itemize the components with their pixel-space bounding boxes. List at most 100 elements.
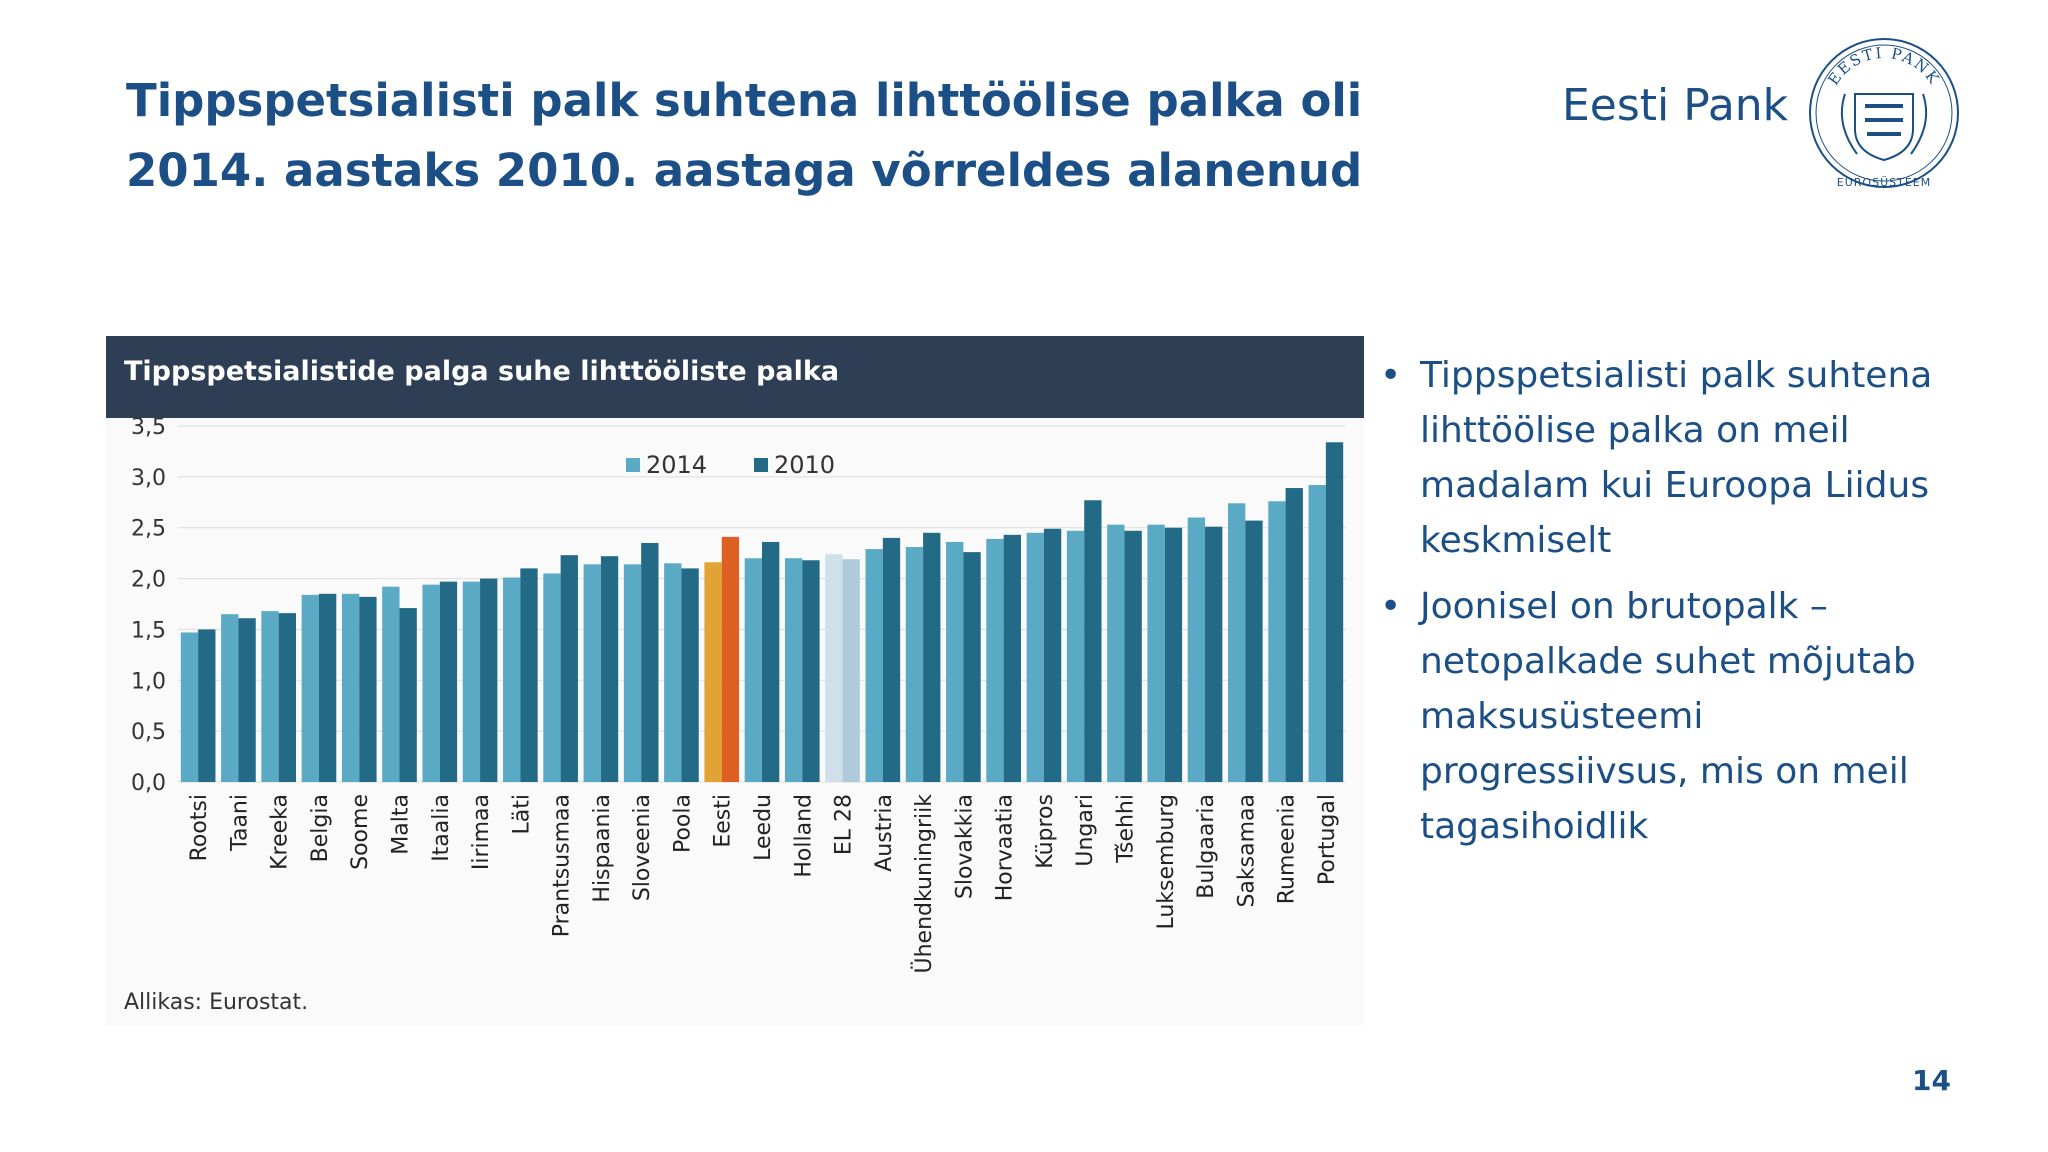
chart-header: Tippspetsialistide palga suhe lihttöölis…: [106, 336, 1364, 418]
bar-2014: [905, 547, 924, 782]
bar-2014: [744, 558, 762, 782]
bar-2010: [359, 596, 377, 782]
page-number: 14: [1912, 1064, 1951, 1097]
bar-2014: [623, 564, 642, 782]
x-category-label: Ungari: [1073, 794, 1098, 867]
bar-2014: [341, 593, 360, 782]
y-tick-label: 3,0: [131, 466, 166, 491]
y-tick-label: 0,5: [131, 720, 166, 745]
bar-2010: [439, 581, 458, 782]
bar-2010: [520, 568, 538, 782]
bar-2014: [583, 564, 601, 782]
bar-2010: [681, 568, 699, 782]
bar-2014: [784, 558, 803, 782]
x-category-label: Saksamaa: [1234, 794, 1259, 908]
x-category-label: Prantsusmaa: [550, 794, 575, 937]
x-category-label: Iirimaa: [469, 794, 494, 870]
x-category-label: Austria: [872, 794, 897, 872]
bar-2014: [1107, 524, 1125, 782]
bar-2010: [399, 608, 417, 782]
chart-panel: Tippspetsialistide palga suhe lihttöölis…: [106, 336, 1364, 1026]
x-category-label: Portugal: [1315, 794, 1340, 885]
x-category-label: Bulgaaria: [1194, 794, 1219, 899]
y-tick-label: 0,0: [131, 771, 166, 796]
bar-2014: [1147, 524, 1165, 782]
bar-2014: [704, 562, 722, 782]
bar-2014: [180, 632, 199, 782]
bar-2014: [543, 573, 561, 782]
bar-2010: [480, 578, 498, 782]
seal-top-text: EESTI PANK: [1824, 44, 1942, 89]
chart-title: Tippspetsialistide palga suhe lihttöölis…: [124, 356, 840, 387]
slide-title-line-1: Tippspetsialisti palk suhtena lihttöölis…: [126, 74, 1363, 127]
bar-2014: [503, 577, 521, 782]
bar-2014: [664, 563, 682, 782]
bar-2010: [318, 593, 337, 782]
bar-2014: [946, 541, 964, 782]
x-category-label: Soome: [348, 794, 373, 870]
x-category-label: Kreeka: [268, 794, 293, 870]
brand-name: Eesti Pank: [1562, 80, 1789, 131]
bar-2010: [1043, 528, 1062, 782]
x-category-label: Horvaatia: [993, 794, 1018, 901]
x-category-label: Holland: [791, 794, 816, 878]
y-tick-label: 1,5: [131, 618, 166, 643]
bar-2010: [1124, 530, 1142, 782]
bar-2010: [1205, 526, 1223, 782]
bullet-item: • Tippspetsialisti palk suhtena lihttööl…: [1380, 348, 1940, 568]
x-category-label: Eesti: [711, 794, 736, 848]
bullet-dot-icon: •: [1380, 355, 1402, 396]
bar-2014: [301, 594, 319, 782]
x-category-label: Ühendkuningriik: [911, 794, 937, 974]
y-tick-label: 2,5: [131, 517, 166, 542]
bar-2010: [802, 560, 820, 782]
bar-2010: [1164, 527, 1183, 782]
bar-2014: [382, 586, 400, 782]
x-category-label: Slovakkia: [952, 794, 977, 899]
bullet-text: Tippspetsialisti palk suhtena lihttöölis…: [1420, 355, 1933, 561]
x-category-label: Leedu: [751, 794, 776, 861]
bar-2010: [1285, 488, 1303, 782]
x-category-label: Tšehhi: [1113, 794, 1138, 864]
bar-2010: [600, 556, 619, 782]
bullet-item: • Joonisel on brutopalk – netopalkade su…: [1380, 579, 1940, 854]
bar-2010: [198, 629, 216, 782]
x-category-label: Hispaania: [590, 794, 615, 903]
x-category-label: Rootsi: [187, 794, 212, 861]
bar-2014: [261, 611, 279, 782]
bar-2010: [882, 537, 901, 782]
slide-title-line-2: 2014. aastaks 2010. aastaga võrreldes al…: [126, 144, 1363, 197]
bar-2010: [641, 542, 659, 782]
bar-2014: [825, 554, 843, 782]
bar-2014: [422, 584, 440, 782]
x-category-label: Rumeenia: [1275, 794, 1300, 904]
x-category-label: Belgia: [308, 794, 333, 862]
x-category-label: Poola: [670, 794, 695, 853]
svg-text:EESTI PANK: EESTI PANK: [1824, 44, 1944, 89]
eesti-pank-seal-logo: EESTI PANK EUROSÜSTEEM: [1809, 38, 1959, 189]
x-category-label: Itaalia: [429, 794, 454, 862]
x-category-label: Taani: [227, 794, 252, 852]
bar-2010: [721, 536, 740, 782]
bar-2014: [221, 614, 239, 782]
x-category-label: Luksemburg: [1154, 794, 1179, 930]
legend-label: 2014: [646, 451, 707, 479]
bar-chart: 0,0 0,5 1,0 1,5 2,0 2,5 3,0 3,5 Rootsi Taani Kree…: [131, 418, 1346, 974]
bar-2014: [1308, 484, 1326, 782]
x-category-label: Sloveenia: [630, 794, 655, 901]
bar-2014: [462, 581, 481, 782]
x-category-label: Malta: [389, 794, 414, 855]
bar-2010: [1245, 520, 1263, 782]
bar-2010: [963, 552, 981, 782]
legend-swatch: [754, 458, 768, 472]
bullet-list: • Tippspetsialisti palk suhtena lihttööl…: [1380, 348, 1940, 865]
seal-bottom-text: EUROSÜSTEEM: [1837, 176, 1931, 189]
x-category-label: EL 28: [832, 794, 857, 855]
bar-2010: [1003, 534, 1021, 782]
bar-2014: [986, 538, 1004, 782]
bar-2014: [1026, 532, 1044, 782]
bar-2010: [923, 532, 941, 782]
y-tick-label: 1,0: [131, 669, 166, 694]
bar-2010: [560, 555, 578, 782]
bullet-dot-icon: •: [1380, 586, 1402, 627]
